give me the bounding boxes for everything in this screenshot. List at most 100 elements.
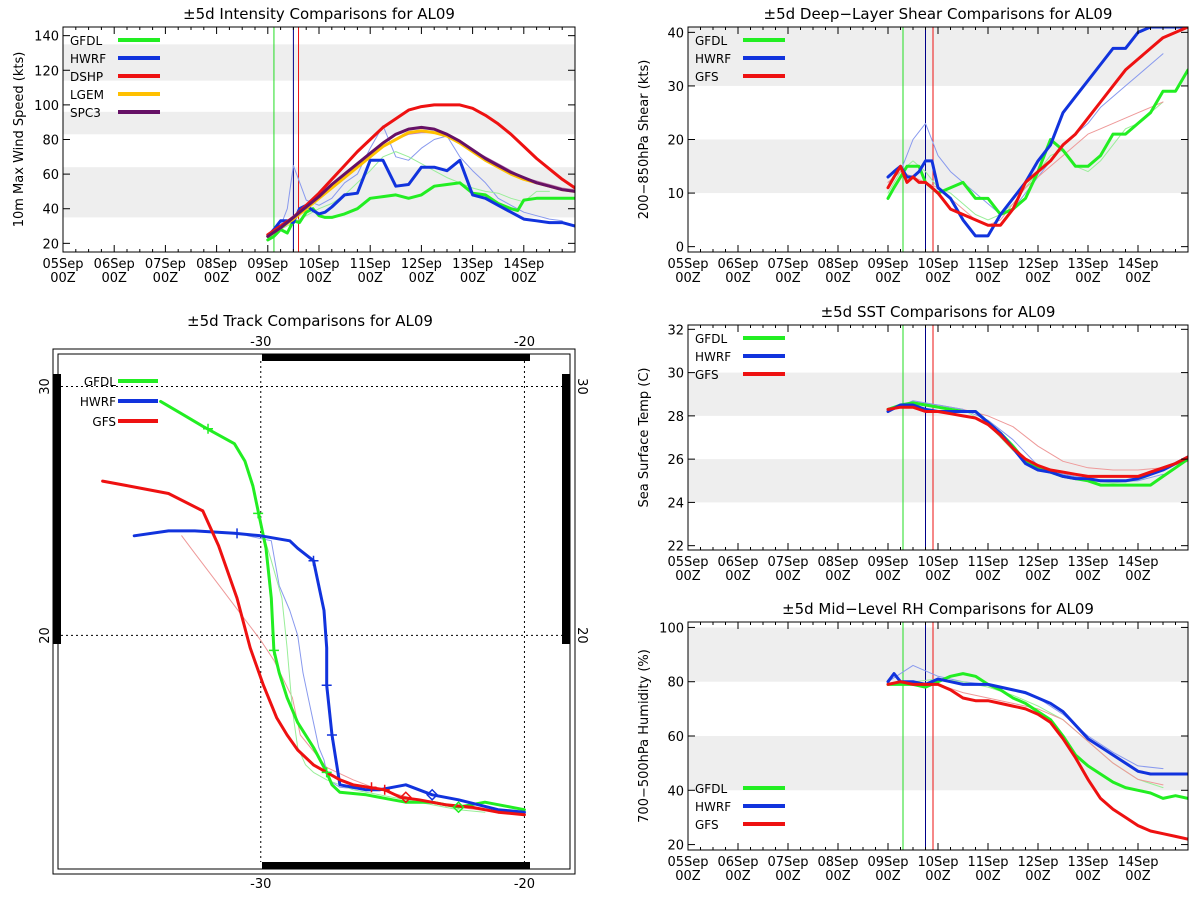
track-xtick-label-bottom: -20	[514, 877, 535, 892]
rh-panel: 2040608010005Sep00Z06Sep00Z07Sep00Z08Sep…	[637, 600, 1189, 884]
intensity-ytick-label: 80	[42, 134, 59, 149]
track-scale-bar-right	[562, 374, 570, 644]
sst-xtick-day-label: 11Sep	[967, 555, 1008, 570]
track-scale-bar-top	[262, 354, 530, 361]
shear-xtick-hour-label: 00Z	[1025, 271, 1051, 286]
track-series-ensemble-4	[247, 535, 367, 791]
track-series-ensemble-5	[260, 525, 486, 813]
shear-ytick-label: 30	[667, 80, 684, 95]
intensity-xtick-hour-label: 00Z	[409, 271, 435, 286]
sst-ytick-label: 22	[667, 540, 684, 555]
rh-series-group	[886, 664, 1188, 841]
rh-ytick-label: 80	[667, 676, 684, 691]
track-title: ±5d Track Comparisons for AL09	[187, 312, 433, 330]
intensity-shaded-band	[63, 111, 575, 135]
shear-ylabel: 200−850hPa Shear (kts)	[637, 60, 652, 220]
sst-ytick-label: 32	[667, 323, 684, 338]
sst-legend-label: GFDL	[695, 332, 727, 346]
intensity-xtick-hour-label: 00Z	[511, 271, 537, 286]
sst-shaded-band	[688, 372, 1188, 416]
rh-xtick-hour-label: 00Z	[675, 869, 701, 884]
shear-xtick-hour-label: 00Z	[925, 271, 951, 286]
track-marker-plus	[321, 767, 332, 778]
intensity-xtick-day-label: 09Sep	[247, 257, 288, 272]
track-marker-diamond	[426, 788, 439, 801]
track-marker-plus	[308, 555, 319, 566]
track-marker-diamond	[399, 791, 412, 804]
intensity-series-spc3	[266, 125, 575, 238]
track-series-ensemble-3	[181, 535, 499, 813]
rh-xtick-hour-label: 00Z	[975, 869, 1001, 884]
intensity-ylabel: 10m Max Wind Speed (kts)	[12, 52, 27, 228]
intensity-series-dshp	[266, 103, 575, 237]
rh-ytick-label: 20	[667, 839, 684, 854]
rh-xtick-day-label: 05Sep	[667, 855, 708, 870]
shear-xtick-hour-label: 00Z	[1075, 271, 1101, 286]
shear-xtick-day-label: 13Sep	[1067, 257, 1108, 272]
sst-xtick-hour-label: 00Z	[875, 569, 901, 584]
intensity-legend-label: HWRF	[70, 52, 106, 66]
rh-ytick-label: 60	[667, 730, 684, 745]
shear-ytick-label: 10	[667, 187, 684, 202]
rh-ytick-label: 40	[667, 784, 684, 799]
sst-xtick-hour-label: 00Z	[725, 569, 751, 584]
sst-xtick-hour-label: 00Z	[825, 569, 851, 584]
sst-xtick-hour-label: 00Z	[1125, 569, 1151, 584]
sst-ytick-label: 26	[667, 453, 684, 468]
shear-xtick-day-label: 08Sep	[817, 257, 858, 272]
intensity-xtick-day-label: 12Sep	[401, 257, 442, 272]
track-series-gfdl	[159, 399, 526, 812]
rh-xtick-hour-label: 00Z	[1075, 869, 1101, 884]
rh-xtick-hour-label: 00Z	[1025, 869, 1051, 884]
track-marker-plus	[379, 784, 390, 795]
track-legend-label: HWRF	[80, 395, 116, 409]
track-marker-diamond	[452, 801, 465, 814]
sst-legend-label: HWRF	[695, 350, 731, 364]
rh-series-gfdl	[886, 672, 1188, 800]
rh-xtick-day-label: 10Sep	[917, 855, 958, 870]
rh-xtick-hour-label: 00Z	[825, 869, 851, 884]
shear-xtick-hour-label: 00Z	[975, 271, 1001, 286]
shear-series-group	[886, 27, 1188, 238]
rh-xtick-day-label: 08Sep	[817, 855, 858, 870]
shear-xtick-hour-label: 00Z	[725, 271, 751, 286]
track-marker-plus	[366, 782, 377, 793]
intensity-series-ensemble-5	[267, 125, 563, 237]
intensity-legend-label: LGEM	[70, 88, 104, 102]
rh-shaded-band	[688, 627, 1188, 682]
track-xtick-label-top: -20	[514, 335, 535, 350]
shear-title: ±5d Deep−Layer Shear Comparisons for AL0…	[764, 5, 1113, 23]
rh-xtick-day-label: 12Sep	[1017, 855, 1058, 870]
sst-ytick-label: 28	[667, 410, 684, 425]
shear-series-ensemble-5	[887, 101, 1164, 226]
rh-xtick-day-label: 14Sep	[1117, 855, 1158, 870]
rh-legend-label: HWRF	[695, 800, 731, 814]
intensity-xtick-day-label: 13Sep	[452, 257, 493, 272]
track-legend-label: GFDL	[84, 375, 116, 389]
intensity-legend-label: SPC3	[70, 106, 101, 120]
rh-xtick-day-label: 11Sep	[967, 855, 1008, 870]
shear-xtick-day-label: 07Sep	[767, 257, 808, 272]
rh-legend-label: GFDL	[695, 782, 727, 796]
shear-xtick-day-label: 10Sep	[917, 257, 958, 272]
shear-series-ensemble-3	[887, 53, 1164, 215]
intensity-ytick-label: 100	[34, 99, 59, 114]
intensity-series-group	[266, 103, 575, 242]
track-series-hwrf	[132, 529, 526, 814]
shear-panel: 01020304005Sep00Z06Sep00Z07Sep00Z08Sep00…	[637, 5, 1189, 286]
shear-xtick-hour-label: 00Z	[775, 271, 801, 286]
sst-xtick-hour-label: 00Z	[775, 569, 801, 584]
track-marker-plus	[326, 730, 337, 741]
sst-ylabel: Sea Surface Temp (C)	[637, 367, 652, 507]
sst-xtick-hour-label: 00Z	[925, 569, 951, 584]
shear-xtick-day-label: 05Sep	[667, 257, 708, 272]
sst-panel: 22242628303205Sep00Z06Sep00Z07Sep00Z08Se…	[637, 303, 1189, 584]
track-marker-plus	[203, 423, 214, 434]
track-scale-bar-left	[53, 374, 61, 644]
track-marker-plus	[232, 528, 243, 539]
rh-ytick-label: 100	[659, 621, 684, 636]
intensity-title: ±5d Intensity Comparisons for AL09	[183, 5, 455, 23]
sst-title: ±5d SST Comparisons for AL09	[821, 303, 1056, 321]
sst-xtick-hour-label: 00Z	[675, 569, 701, 584]
track-marker-plus	[253, 508, 264, 519]
